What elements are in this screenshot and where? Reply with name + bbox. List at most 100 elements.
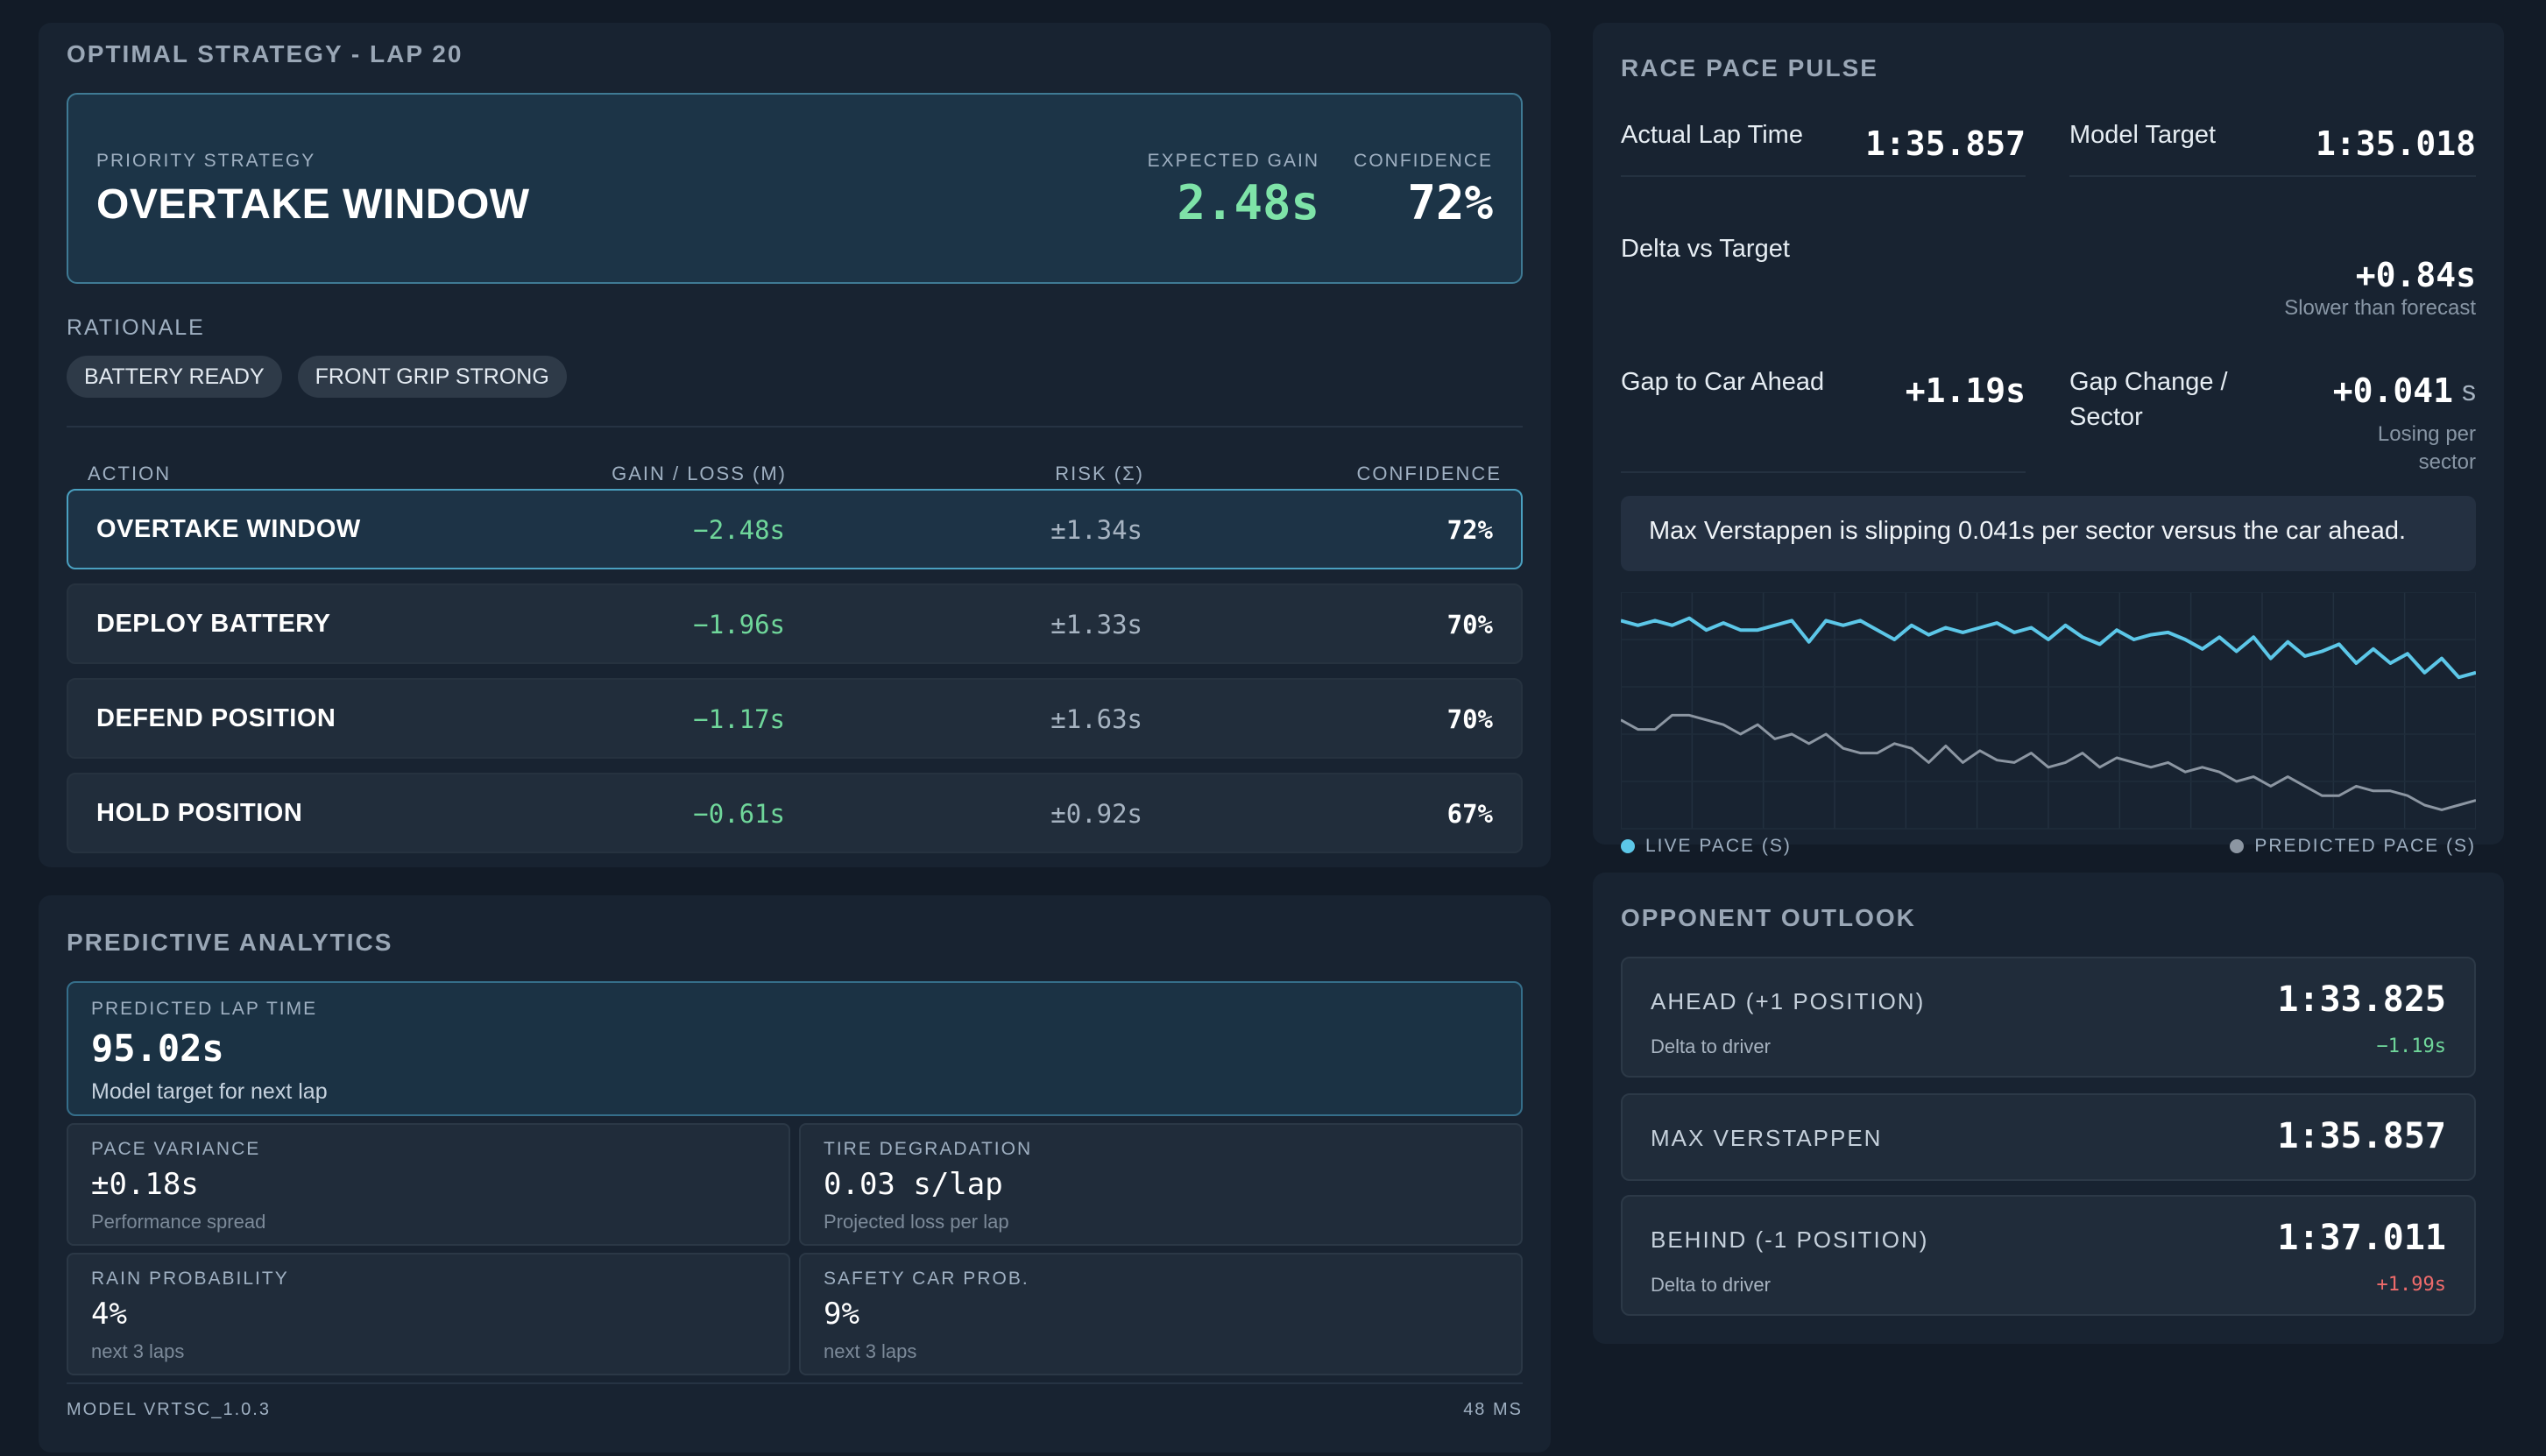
rain-probability-card: RAIN PROBABILITY 4% next 3 laps bbox=[67, 1253, 790, 1375]
divider bbox=[1621, 175, 2026, 177]
row-gain: −0.61s bbox=[693, 799, 785, 829]
model-target-value: 1:35.018 bbox=[2315, 124, 2476, 163]
row-confidence: 70% bbox=[1446, 704, 1493, 734]
header-gain: GAIN / LOSS (M) bbox=[612, 463, 787, 484]
metric-value: 0.03 s/lap bbox=[824, 1167, 1003, 1202]
chip-battery-ready[interactable]: BATTERY READY bbox=[67, 356, 282, 398]
gap-change-label-1: Gap Change / bbox=[2069, 368, 2228, 396]
table-header: ACTION GAIN / LOSS (M) RISK (Σ) CONFIDEN… bbox=[67, 463, 1523, 498]
metric-sub: next 3 laps bbox=[824, 1340, 917, 1362]
delta-value: −1.19s bbox=[2376, 1035, 2446, 1057]
actual-lap-time-value: 1:35.857 bbox=[1864, 124, 2026, 163]
chip-front-grip-strong[interactable]: FRONT GRIP STRONG bbox=[297, 356, 567, 398]
predicted-lap-time-label: PREDICTED LAP TIME bbox=[91, 999, 318, 1019]
row-gain: −2.48s bbox=[693, 515, 785, 545]
rationale-label: RATIONALE bbox=[67, 315, 205, 340]
optimal-strategy-panel: OPTIMAL STRATEGY - LAP 20 PRIORITY STRAT… bbox=[39, 23, 1551, 867]
actual-lap-time: Actual Lap Time 1:35.857 bbox=[1621, 117, 2026, 163]
tire-degradation-card: TIRE DEGRADATION 0.03 s/lap Projected lo… bbox=[799, 1123, 1523, 1246]
opponent-name: AHEAD (+1 POSITION) bbox=[1651, 988, 1926, 1014]
priority-label: PRIORITY STRATEGY bbox=[96, 151, 316, 171]
opponent-name: MAX VERSTAPPEN bbox=[1651, 1125, 1883, 1151]
delta-label: Delta to driver bbox=[1651, 1274, 1771, 1296]
pace-variance-card: PACE VARIANCE ±0.18s Performance spread bbox=[67, 1123, 790, 1246]
opponent-card-behind[interactable]: BEHIND (-1 POSITION) 1:37.011 Delta to d… bbox=[1621, 1195, 2476, 1316]
pace-line-chart bbox=[1621, 592, 2476, 830]
gap-change-per-sector: Gap Change / Sector +0.041 s Losing per … bbox=[2069, 364, 2476, 487]
panel-title: RACE PACE PULSE bbox=[1621, 54, 1878, 81]
gap-change-label-2: Sector bbox=[2069, 403, 2143, 431]
row-gain: −1.96s bbox=[693, 610, 785, 640]
row-confidence: 70% bbox=[1446, 610, 1493, 640]
legend-predicted-label: PREDICTED PACE (S) bbox=[2254, 836, 2476, 856]
divider bbox=[1621, 471, 2026, 473]
row-risk: ±1.33s bbox=[1050, 610, 1142, 640]
safety-car-probability-card: SAFETY CAR PROB. 9% next 3 laps bbox=[799, 1253, 1523, 1375]
divider bbox=[2069, 175, 2476, 177]
opponent-time: 1:35.857 bbox=[2277, 1116, 2446, 1156]
table-row[interactable]: HOLD POSITION −0.61s ±0.92s 67% bbox=[67, 773, 1523, 853]
confidence-value: 72% bbox=[1407, 175, 1493, 230]
expected-gain-label: EXPECTED GAIN bbox=[1147, 151, 1319, 171]
gap-label: Gap to Car Ahead bbox=[1621, 368, 1825, 396]
confidence-label: CONFIDENCE bbox=[1354, 151, 1493, 171]
divider bbox=[67, 1382, 1523, 1384]
metric-value: ±0.18s bbox=[91, 1167, 199, 1202]
row-confidence: 72% bbox=[1446, 515, 1493, 545]
series-live-pace bbox=[1621, 616, 2476, 680]
header-action: ACTION bbox=[88, 463, 172, 484]
metric-value: 9% bbox=[824, 1297, 859, 1332]
row-action: DEFEND POSITION bbox=[96, 704, 336, 732]
metric-sub: next 3 laps bbox=[91, 1340, 185, 1362]
row-gain: −1.17s bbox=[693, 704, 785, 734]
panel-title: PREDICTIVE ANALYTICS bbox=[67, 929, 393, 956]
opponent-card-driver[interactable]: MAX VERSTAPPEN 1:35.857 bbox=[1621, 1093, 2476, 1181]
divider bbox=[67, 426, 1523, 428]
row-action: DEPLOY BATTERY bbox=[96, 610, 331, 638]
delta-label: Delta to driver bbox=[1651, 1035, 1771, 1057]
model-target-label: Model Target bbox=[2069, 121, 2217, 149]
table-row[interactable]: DEFEND POSITION −1.17s ±1.63s 70% bbox=[67, 678, 1523, 759]
metric-label: TIRE DEGRADATION bbox=[824, 1139, 1033, 1159]
insight-banner: Max Verstappen is slipping 0.041s per se… bbox=[1621, 496, 2476, 571]
gap-change-sub-2: sector bbox=[2418, 450, 2476, 474]
table-row[interactable]: DEPLOY BATTERY −1.96s ±1.33s 70% bbox=[67, 583, 1523, 664]
opponent-outlook-panel: OPPONENT OUTLOOK AHEAD (+1 POSITION) 1:3… bbox=[1593, 873, 2504, 1344]
opponent-time: 1:37.011 bbox=[2277, 1218, 2446, 1258]
row-risk: ±0.92s bbox=[1050, 799, 1142, 829]
metric-value: 4% bbox=[91, 1297, 127, 1332]
metric-label: PACE VARIANCE bbox=[91, 1139, 261, 1159]
delta-value: +0.84s bbox=[2355, 256, 2476, 294]
predicted-lap-time-value: 95.02s bbox=[91, 1027, 224, 1070]
model-version: MODEL VRTSC_1.0.3 bbox=[67, 1400, 271, 1419]
row-risk: ±1.34s bbox=[1050, 515, 1142, 545]
row-confidence: 67% bbox=[1446, 799, 1493, 829]
gap-change-value: +0.041 bbox=[2332, 371, 2453, 410]
delta-vs-target: Delta vs Target +0.84s Slower than forec… bbox=[1621, 231, 2476, 320]
row-risk: ±1.63s bbox=[1050, 704, 1142, 734]
delta-sub: Slower than forecast bbox=[2284, 296, 2476, 320]
opponent-card-ahead[interactable]: AHEAD (+1 POSITION) 1:33.825 Delta to dr… bbox=[1621, 957, 2476, 1078]
rationale-chips: BATTERY READY FRONT GRIP STRONG bbox=[67, 356, 567, 398]
gap-to-car-ahead: Gap to Car Ahead +1.19s bbox=[1621, 364, 2026, 417]
predicted-lap-time-card: PREDICTED LAP TIME 95.02s Model target f… bbox=[67, 981, 1523, 1116]
race-pace-pulse-panel: RACE PACE PULSE Actual Lap Time 1:35.857… bbox=[1593, 23, 2504, 856]
priority-strategy-card[interactable]: PRIORITY STRATEGY OVERTAKE WINDOW EXPECT… bbox=[67, 93, 1523, 284]
legend-predicted-dot bbox=[2230, 839, 2245, 853]
panel-title: OPTIMAL STRATEGY - LAP 20 bbox=[67, 40, 463, 67]
metric-sub: Projected loss per lap bbox=[824, 1211, 1009, 1233]
model-target: Model Target 1:35.018 bbox=[2069, 117, 2476, 163]
priority-value: OVERTAKE WINDOW bbox=[96, 181, 530, 228]
expected-gain-value: 2.48s bbox=[1177, 175, 1319, 230]
gap-value: +1.19s bbox=[1905, 371, 2026, 410]
metric-label: RAIN PROBABILITY bbox=[91, 1269, 289, 1289]
actual-lap-time-label: Actual Lap Time bbox=[1621, 121, 1803, 149]
series-predicted-pace bbox=[1621, 713, 2476, 811]
row-action: OVERTAKE WINDOW bbox=[96, 515, 361, 543]
gap-change-unit: s bbox=[2462, 375, 2476, 406]
row-action: HOLD POSITION bbox=[96, 799, 303, 827]
panel-title: OPPONENT OUTLOOK bbox=[1621, 904, 1916, 931]
table-row[interactable]: OVERTAKE WINDOW −2.48s ±1.34s 72% bbox=[67, 489, 1523, 569]
delta-value: +1.99s bbox=[2376, 1274, 2446, 1296]
gap-change-sub-1: Losing per bbox=[2377, 422, 2476, 446]
